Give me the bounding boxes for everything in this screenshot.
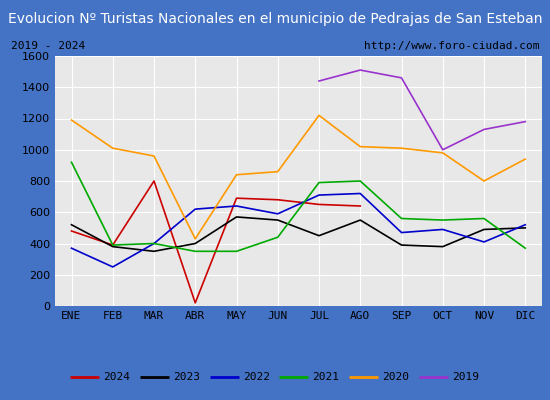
Text: 2023: 2023 xyxy=(173,372,200,382)
Text: 2024: 2024 xyxy=(103,372,130,382)
Text: 2021: 2021 xyxy=(312,372,339,382)
Text: 2019 - 2024: 2019 - 2024 xyxy=(11,41,85,51)
Text: 2020: 2020 xyxy=(382,372,409,382)
Text: Evolucion Nº Turistas Nacionales en el municipio de Pedrajas de San Esteban: Evolucion Nº Turistas Nacionales en el m… xyxy=(8,12,542,26)
Text: http://www.foro-ciudad.com: http://www.foro-ciudad.com xyxy=(364,41,539,51)
Text: 2022: 2022 xyxy=(243,372,270,382)
Text: 2019: 2019 xyxy=(452,372,479,382)
